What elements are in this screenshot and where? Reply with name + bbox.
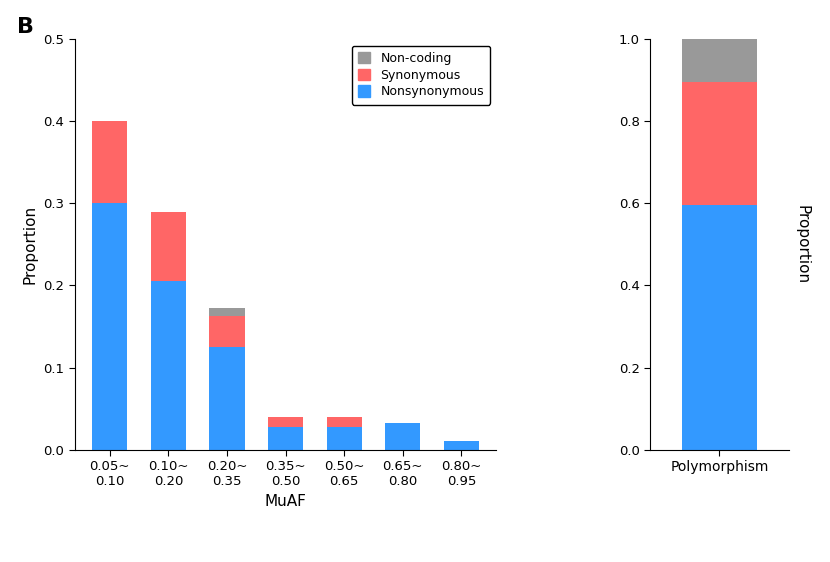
Bar [681,83,757,206]
Bar [92,121,128,203]
Bar [268,417,303,427]
Y-axis label: Proportion: Proportion [22,205,37,284]
Bar [268,427,303,450]
Bar [444,441,479,450]
Y-axis label: Proportion: Proportion [794,205,809,284]
Bar [385,423,420,450]
Bar [681,39,757,83]
Bar [681,206,757,450]
Bar [327,427,362,450]
Text: B: B [17,17,33,37]
Bar [92,203,128,450]
Bar [151,282,186,450]
Bar [151,212,186,282]
Bar [209,347,245,450]
Bar [209,316,245,347]
X-axis label: MuAF: MuAF [265,493,306,509]
Bar [209,307,245,316]
Legend: Non-coding, Synonymous, Nonsynonymous: Non-coding, Synonymous, Nonsynonymous [352,46,491,105]
Bar [327,417,362,427]
